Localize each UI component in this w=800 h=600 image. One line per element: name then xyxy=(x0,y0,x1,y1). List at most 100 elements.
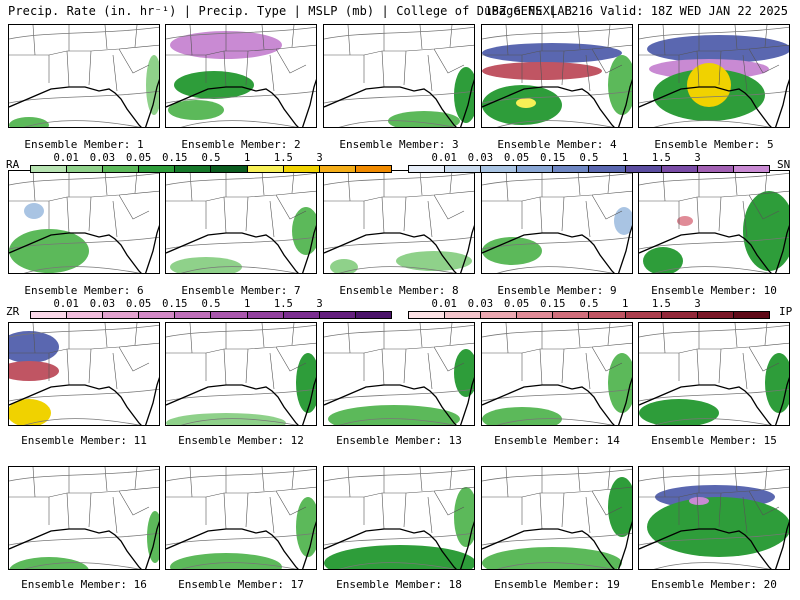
legend-swatch xyxy=(661,312,698,318)
ensemble-map-panel xyxy=(323,24,475,128)
ensemble-map-panel xyxy=(481,170,633,274)
legend-swatch xyxy=(517,312,554,318)
legend-tick-label: 1.5 xyxy=(651,152,671,164)
legend-swatch xyxy=(697,166,734,172)
ensemble-map-panel xyxy=(638,24,790,128)
legend-tick-label: 0.01 xyxy=(431,152,457,164)
ensemble-map-panel xyxy=(481,322,633,426)
legend-ip-bar xyxy=(408,311,770,319)
member-label: Ensemble Member: 16 xyxy=(21,578,147,591)
legend-rain-bar xyxy=(30,165,392,173)
legend-swatch xyxy=(139,166,176,172)
legend-tick-label: 3 xyxy=(316,298,323,310)
ensemble-map-panel xyxy=(165,170,317,274)
member-label: Ensemble Member: 7 xyxy=(181,284,301,297)
legend-snow-bar xyxy=(408,165,770,173)
legend-rain-tag: RA xyxy=(6,158,20,171)
ensemble-map-panel xyxy=(165,322,317,426)
legend-swatch xyxy=(319,312,356,318)
ensemble-map-panel xyxy=(638,170,790,274)
legend-tick-label: 1 xyxy=(622,152,629,164)
legend-swatch xyxy=(733,166,769,172)
legend-swatch xyxy=(103,166,140,172)
legend-swatch xyxy=(211,312,248,318)
header: Precip. Rate (in. hr⁻¹) | Precip. Type |… xyxy=(0,0,800,22)
legend-swatch xyxy=(445,166,482,172)
ensemble-map-panel xyxy=(323,322,475,426)
legend-ip-tag: IP xyxy=(779,305,793,318)
ensemble-map-panel xyxy=(481,24,633,128)
ensemble-map-panel xyxy=(323,466,475,570)
legend-tick-label: 0.5 xyxy=(579,298,599,310)
legend-tick-label: 0.15 xyxy=(162,298,188,310)
product-title: Precip. Rate (in. hr⁻¹) | Precip. Type |… xyxy=(8,4,572,18)
legend-swatch xyxy=(409,166,446,172)
legend-swatch xyxy=(283,312,320,318)
legend-swatch xyxy=(355,166,391,172)
legend-swatch xyxy=(445,312,482,318)
legend-tick-label: 0.01 xyxy=(53,298,79,310)
legend-tick-label: 0.5 xyxy=(579,152,599,164)
legend-tick-label: 3 xyxy=(694,152,701,164)
legend-tick-label: 0.03 xyxy=(89,298,116,310)
legend-tick-label: 1 xyxy=(244,152,251,164)
member-label: Ensemble Member: 17 xyxy=(178,578,304,591)
legend-swatch xyxy=(175,166,212,172)
legend-swatch xyxy=(31,166,68,172)
legend-swatch xyxy=(517,166,554,172)
member-label: Ensemble Member: 5 xyxy=(654,138,774,151)
legend-rain-snow: RA 0.01 0.03 0.05 0.15 0.5 1 1.5 3 0.01 0.03 0.05… xyxy=(0,152,800,182)
legend-swatch xyxy=(733,312,769,318)
legend-swatch xyxy=(67,312,104,318)
ensemble-map-panel xyxy=(8,24,160,128)
legend-tick-label: 0.01 xyxy=(53,152,79,164)
legend-swatch xyxy=(355,312,391,318)
member-label: Ensemble Member: 10 xyxy=(651,284,777,297)
member-label: Ensemble Member: 11 xyxy=(21,434,147,447)
legend-tick-label: 3 xyxy=(316,152,323,164)
legend-tick-label: 1.5 xyxy=(651,298,671,310)
legend-swatch xyxy=(283,166,320,172)
member-label: Ensemble Member: 6 xyxy=(24,284,144,297)
member-label: Ensemble Member: 12 xyxy=(178,434,304,447)
legend-tick-label: 1 xyxy=(622,298,629,310)
legend-swatch xyxy=(625,166,662,172)
ensemble-map-panel xyxy=(165,466,317,570)
legend-swatch xyxy=(625,312,662,318)
ensemble-map-panel xyxy=(638,322,790,426)
valid-time: 18Z GEFS | F216 Valid: 18Z WED JAN 22 20… xyxy=(484,4,788,18)
member-label: Ensemble Member: 19 xyxy=(494,578,620,591)
legend-swatch xyxy=(67,166,104,172)
legend-tick-label: 0.05 xyxy=(125,298,152,310)
legend-tick-label: 1 xyxy=(244,298,251,310)
legend-swatch xyxy=(553,312,590,318)
legend-tick-label: 0.03 xyxy=(89,152,116,164)
member-label: Ensemble Member: 20 xyxy=(651,578,777,591)
legend-tick-label: 3 xyxy=(694,298,701,310)
legend-swatch xyxy=(481,312,518,318)
legend-swatch xyxy=(211,166,248,172)
legend-tick-label: 0.15 xyxy=(540,298,566,310)
legend-swatch xyxy=(247,312,284,318)
member-label: Ensemble Member: 1 xyxy=(24,138,144,151)
member-label: Ensemble Member: 15 xyxy=(651,434,777,447)
legend-tick-label: 0.05 xyxy=(503,152,530,164)
legend-swatch xyxy=(589,166,626,172)
legend-tick-label: 0.5 xyxy=(201,298,221,310)
legend-swatch xyxy=(247,166,284,172)
ensemble-map-panel xyxy=(481,466,633,570)
ensemble-map-panel xyxy=(323,170,475,274)
legend-swatch xyxy=(661,166,698,172)
member-label: Ensemble Member: 14 xyxy=(494,434,620,447)
legend-tick-label: 0.05 xyxy=(503,298,530,310)
ensemble-map-panel xyxy=(638,466,790,570)
legend-swatch xyxy=(589,312,626,318)
legend-swatch xyxy=(175,312,212,318)
legend-tick-label: 1.5 xyxy=(273,152,293,164)
legend-swatch xyxy=(697,312,734,318)
legend-tick-label: 0.05 xyxy=(125,152,152,164)
legend-tick-label: 0.03 xyxy=(467,298,494,310)
ensemble-map-panel xyxy=(8,170,160,274)
member-label: Ensemble Member: 2 xyxy=(181,138,301,151)
member-label: Ensemble Member: 3 xyxy=(339,138,459,151)
